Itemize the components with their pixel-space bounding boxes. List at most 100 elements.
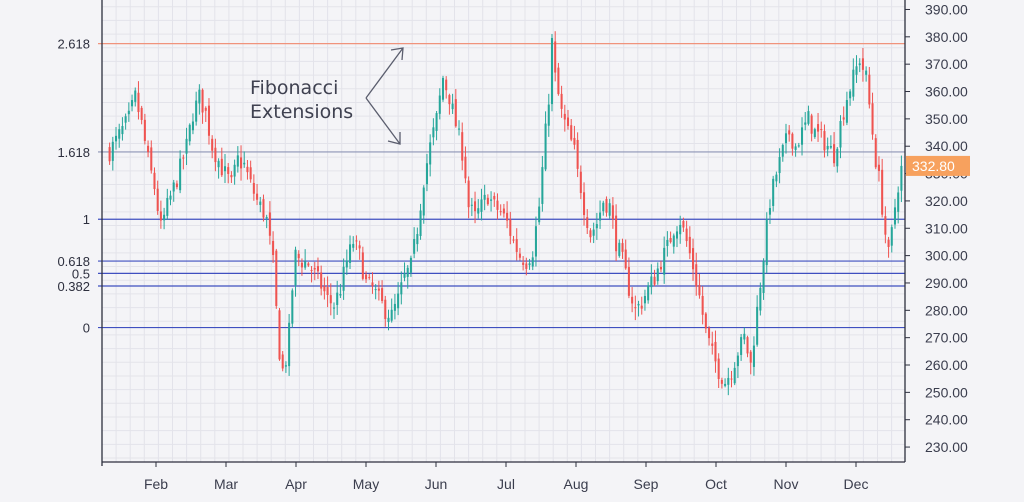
candle-body xyxy=(336,292,339,305)
candle-body xyxy=(791,133,794,149)
candle-body xyxy=(490,199,493,201)
candle-body xyxy=(608,203,611,216)
y-tick-label: 250.00 xyxy=(925,384,968,400)
candle-body xyxy=(711,343,714,346)
candle-body xyxy=(659,267,662,270)
candle-body xyxy=(525,263,528,269)
candle-body xyxy=(528,263,531,266)
candle-body xyxy=(762,261,765,293)
candle-body xyxy=(749,351,752,363)
candle-body xyxy=(131,100,134,107)
candle-body xyxy=(531,257,534,267)
candle-body xyxy=(114,135,118,142)
candle-body xyxy=(746,337,749,354)
annotation-arrow-down xyxy=(365,97,401,145)
candle-body xyxy=(166,197,169,216)
x-tick-label: Mar xyxy=(214,476,238,492)
candle-body xyxy=(599,212,602,221)
candle-body xyxy=(256,193,259,200)
candle-body xyxy=(794,146,797,150)
candle-body xyxy=(627,267,630,296)
candle-body xyxy=(647,285,650,301)
candle-body xyxy=(358,245,361,249)
candle-body xyxy=(583,192,586,216)
x-tick-label: Oct xyxy=(705,476,727,492)
candle-body xyxy=(153,172,156,190)
candle-body xyxy=(775,174,778,182)
candle-body xyxy=(445,79,448,91)
y-tick-label: 310.00 xyxy=(925,220,968,236)
candle-body xyxy=(108,147,111,162)
candle-body xyxy=(345,260,348,268)
x-tick-label: Jun xyxy=(425,476,448,492)
candle-body xyxy=(477,208,480,214)
candle-body xyxy=(576,139,579,169)
candle-body xyxy=(352,243,355,248)
candle-body xyxy=(855,66,858,75)
candle-body xyxy=(695,264,698,287)
candle-body xyxy=(214,147,217,163)
candle-body xyxy=(724,383,727,386)
candle-body xyxy=(826,145,829,150)
candle-body xyxy=(316,266,319,272)
candle-body xyxy=(159,211,162,221)
candle-body xyxy=(268,212,271,236)
candle-body xyxy=(413,238,416,254)
candle-body xyxy=(310,269,313,271)
candle-body xyxy=(374,289,377,291)
candle-body xyxy=(201,89,204,113)
candle-body xyxy=(656,268,659,282)
candle-body xyxy=(422,187,425,216)
candle-body xyxy=(836,148,839,167)
candle-body xyxy=(470,204,473,206)
candle-body xyxy=(377,288,380,291)
candle-body xyxy=(557,67,560,95)
candle-body xyxy=(499,211,502,213)
candle-body xyxy=(634,307,637,309)
y-tick-label: 270.00 xyxy=(925,330,968,346)
fib-label: 0.618 xyxy=(57,254,90,269)
candle-body xyxy=(752,345,755,367)
candle-body xyxy=(502,208,505,214)
candle-body xyxy=(435,113,438,131)
fib-label: 1 xyxy=(83,212,90,227)
candle-body xyxy=(140,107,143,120)
x-tick-label: Jul xyxy=(497,476,515,492)
candle-body xyxy=(220,158,223,176)
fib-label: 2.618 xyxy=(57,37,90,52)
candle-body xyxy=(169,195,172,200)
candle-body xyxy=(765,219,768,266)
candle-body xyxy=(852,69,855,97)
candle-body xyxy=(781,144,784,157)
candle-body xyxy=(538,206,541,223)
candle-body xyxy=(163,214,166,221)
candle-body xyxy=(156,188,159,211)
candle-body xyxy=(663,247,666,275)
candle-body xyxy=(640,305,643,309)
fib-label: 0 xyxy=(83,321,90,336)
candle-body xyxy=(188,124,191,142)
candle-body xyxy=(874,138,877,168)
candle-body xyxy=(877,164,880,172)
candle-body xyxy=(522,262,525,265)
candle-body xyxy=(566,117,570,126)
candle-body xyxy=(708,327,711,339)
candle-body xyxy=(406,267,409,277)
candle-body xyxy=(179,158,182,191)
candle-body xyxy=(246,166,249,173)
candle-body xyxy=(368,277,371,279)
candle-body xyxy=(714,341,717,362)
candle-body xyxy=(272,240,275,256)
candle-body xyxy=(198,89,201,104)
candle-body xyxy=(804,122,807,125)
candle-body xyxy=(409,257,412,273)
candle-body xyxy=(259,201,262,205)
candle-body xyxy=(397,293,400,309)
candle-body xyxy=(332,307,336,309)
candle-body xyxy=(195,100,198,122)
candle-body xyxy=(595,224,598,229)
candle-body xyxy=(371,282,374,287)
candle-body xyxy=(384,299,387,320)
candle-body xyxy=(881,169,884,215)
candle-body xyxy=(858,63,861,66)
